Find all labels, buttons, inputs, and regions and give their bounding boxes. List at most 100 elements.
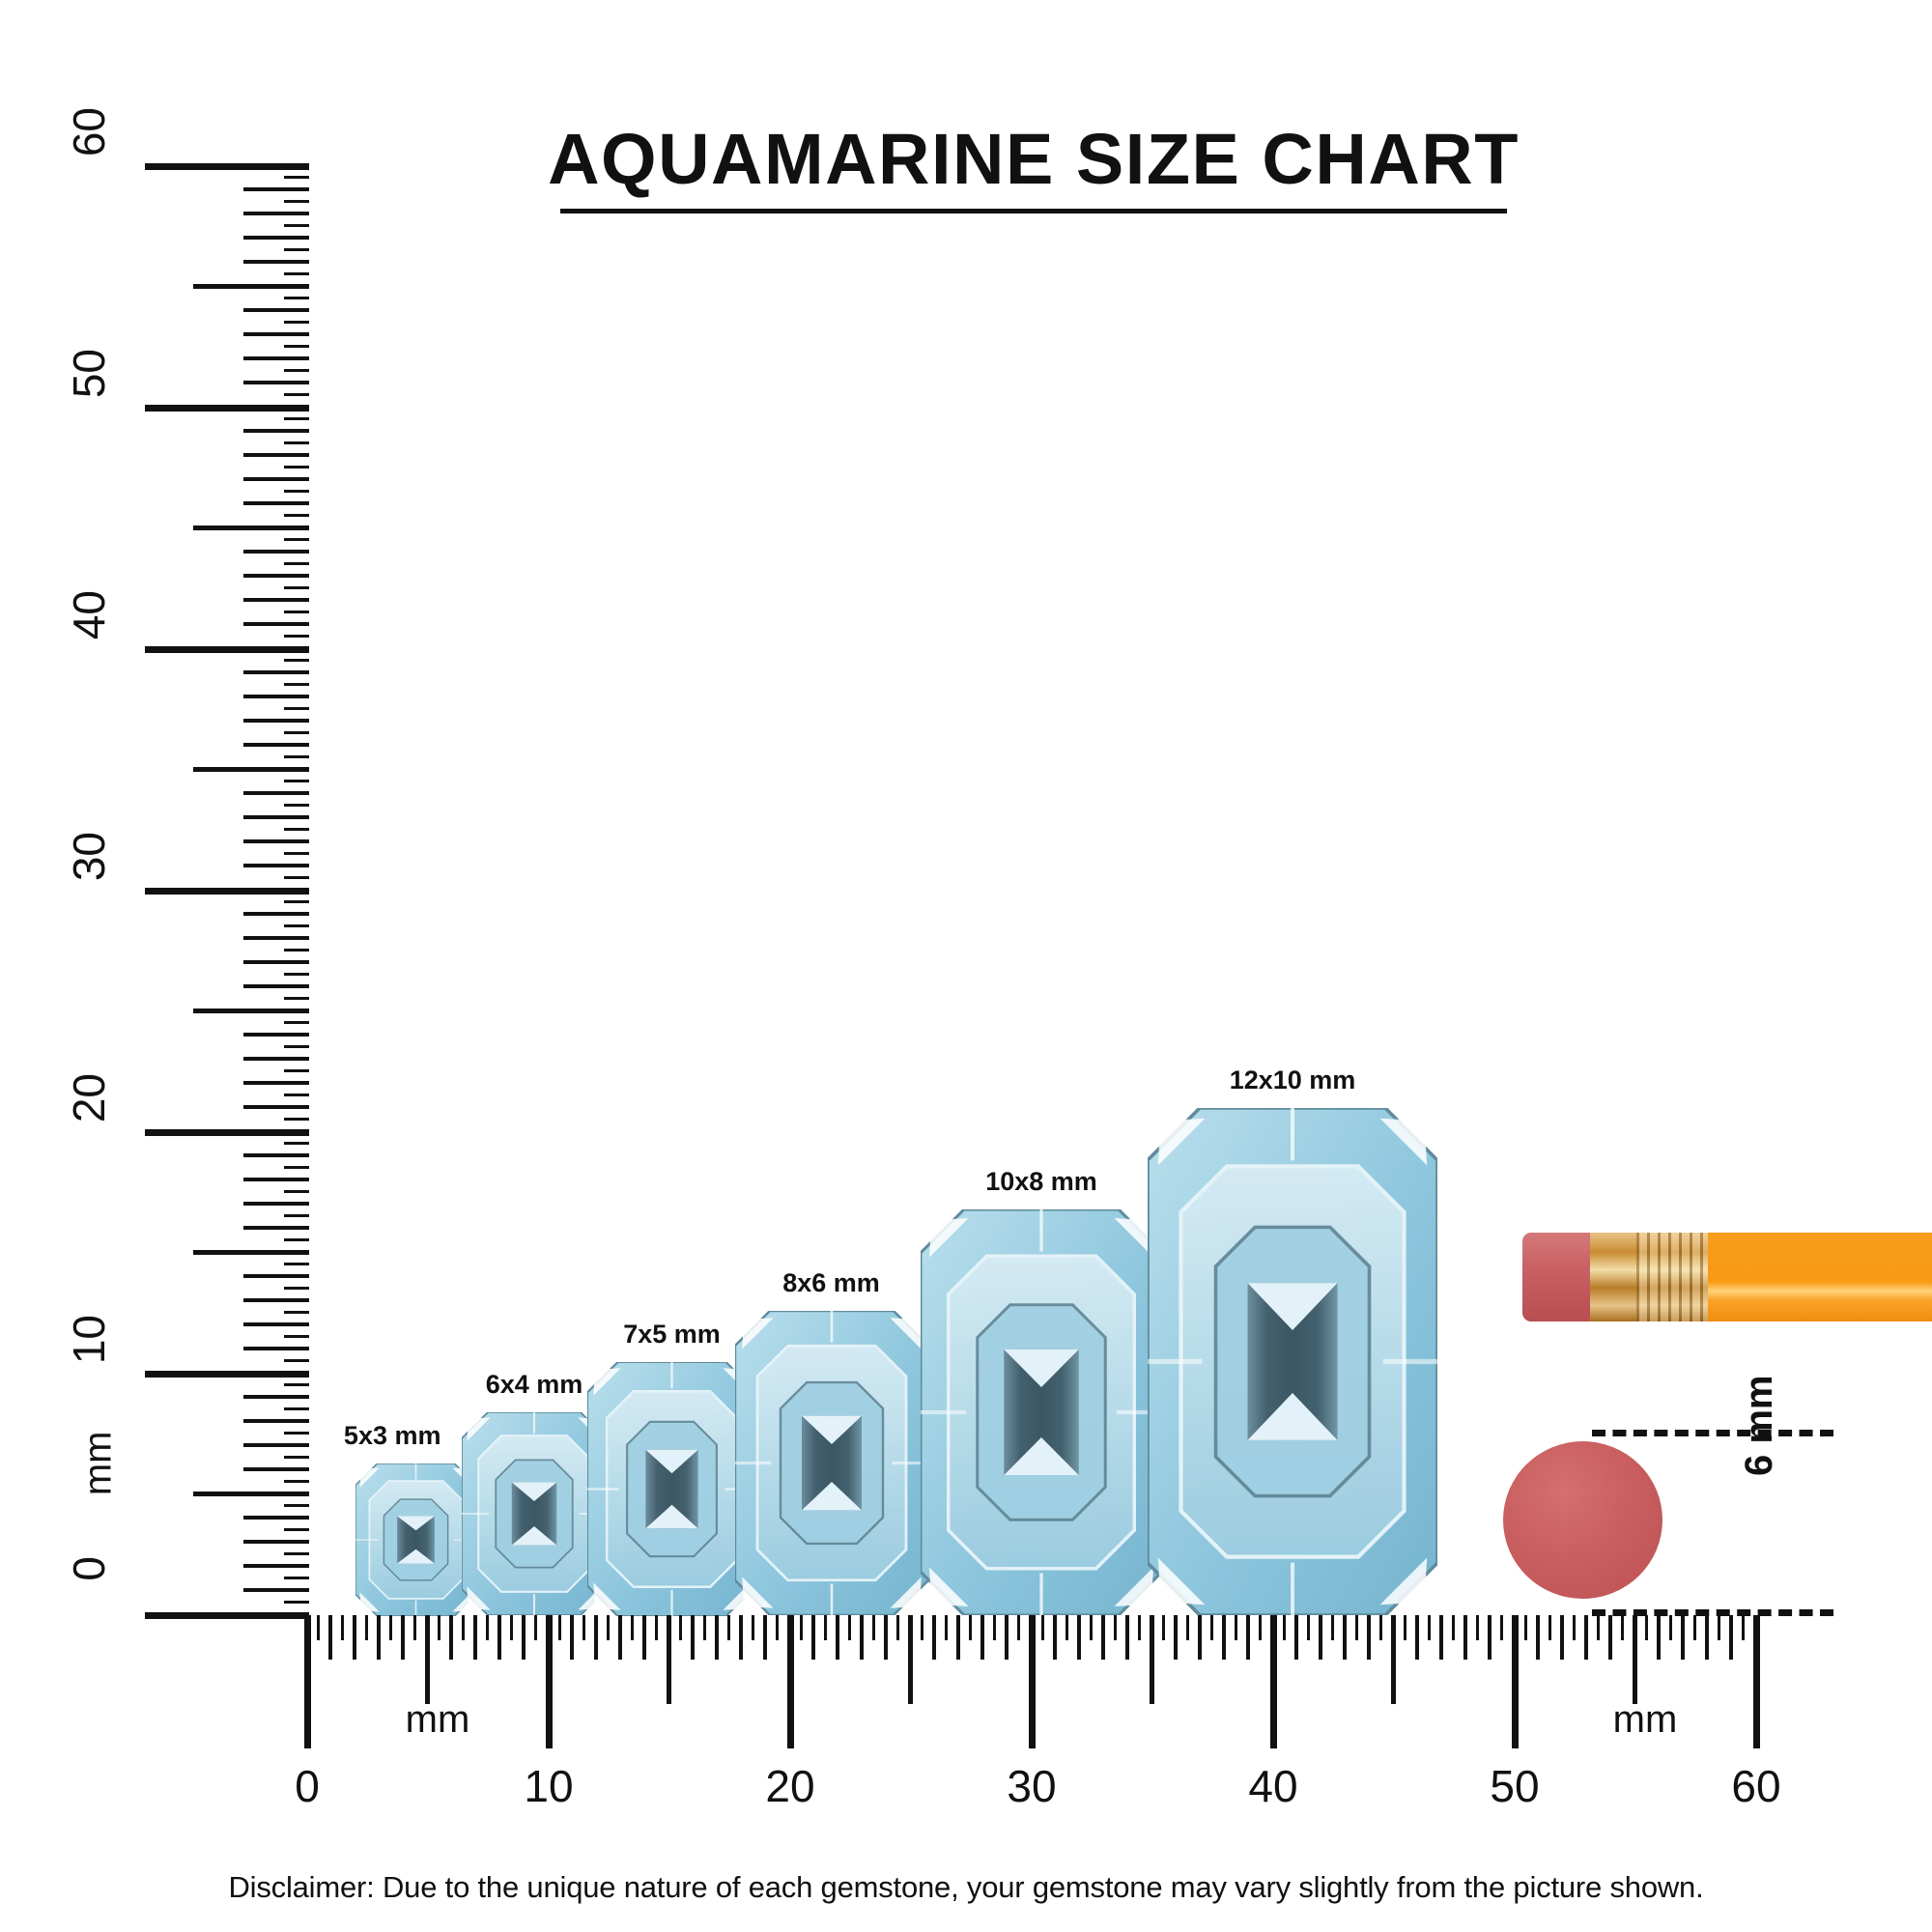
hruler-tick-tiny (1572, 1615, 1576, 1640)
hruler-tick-minor (594, 1615, 598, 1660)
gem-sparkle-tr (1114, 1218, 1153, 1258)
gemstone-item[interactable]: 7x5 mm (585, 1320, 758, 1617)
hruler-tick-tiny (968, 1615, 972, 1640)
vruler-tick-minor (243, 1081, 309, 1085)
gemstone-item[interactable]: 8x6 mm (733, 1268, 929, 1617)
gem-table-facet-bottom (1004, 1437, 1079, 1476)
hruler-tick-tiny (1499, 1615, 1503, 1640)
vruler-tick-tiny (284, 875, 309, 879)
gemstone-image (585, 1360, 758, 1617)
gemstone-item[interactable]: 12x10 mm (1146, 1065, 1439, 1617)
gem-emerald-svg (1146, 1106, 1439, 1617)
vruler-tick-tiny (284, 247, 309, 251)
gemstone-size-label: 7x5 mm (623, 1319, 721, 1349)
hruler-tick-tiny (1209, 1615, 1213, 1640)
hruler-tick-tiny (437, 1615, 440, 1640)
pencil-eraser-tip (1522, 1233, 1594, 1321)
vruler-tick-tiny (284, 1213, 309, 1217)
gem-table-facet-top (1004, 1349, 1079, 1387)
vruler-tick-tiny (284, 827, 309, 831)
eraser-dimension-label: 6 mm (1738, 1375, 1780, 1477)
vruler-tick-minor (243, 1564, 309, 1568)
hruler-tick-minor (884, 1615, 888, 1660)
vruler-tick-minor (243, 1540, 309, 1544)
hruler-tick-tiny (1065, 1615, 1068, 1640)
gemstone-item[interactable]: 6x4 mm (461, 1370, 608, 1616)
hruler-tick-major (787, 1615, 794, 1748)
hruler-tick-tiny (485, 1615, 489, 1640)
hruler-tick-mid (1150, 1615, 1154, 1704)
vruler-tick-minor (243, 839, 309, 843)
hruler-tick-minor (763, 1615, 767, 1660)
gem-sparkle-bl (929, 1567, 969, 1606)
vruler-tick-major (145, 405, 309, 412)
vruler-tick-minor (243, 187, 309, 191)
hruler-label: 20 (765, 1761, 815, 1811)
hruler-label: 60 (1731, 1761, 1781, 1811)
gem-table-facet-bottom (801, 1482, 862, 1511)
hruler-tick-minor (473, 1615, 477, 1660)
gemstone-item[interactable]: 10x8 mm (919, 1167, 1164, 1617)
vruler-tick-minor (243, 1419, 309, 1423)
hruler-tick-tiny (678, 1615, 682, 1640)
hruler-tick-minor (1536, 1615, 1540, 1660)
hruler-tick-minor (1174, 1615, 1178, 1660)
hruler-tick-minor (522, 1615, 526, 1660)
gem-emerald-svg (733, 1309, 929, 1617)
vruler-tick-minor (243, 477, 309, 481)
hruler-tick-tiny (1282, 1615, 1286, 1640)
gemstone-size-label: 10x8 mm (985, 1167, 1097, 1196)
gem-emerald-svg (919, 1208, 1164, 1617)
hruler-label: 30 (1007, 1761, 1057, 1811)
hruler-tick-minor (642, 1615, 646, 1660)
hruler-tick-minor (739, 1615, 743, 1660)
hruler-tick-tiny (1644, 1615, 1648, 1640)
vruler-tick-tiny (284, 899, 309, 903)
hruler-tick-minor (1319, 1615, 1322, 1660)
vruler-tick-minor (243, 381, 309, 384)
gem-table-facet-top (511, 1482, 557, 1501)
gem-sparkle-tl (593, 1367, 621, 1396)
vruler-tick-tiny (284, 1576, 309, 1579)
vruler-tick-tiny (284, 1406, 309, 1410)
vruler-tick-minor (243, 598, 309, 602)
gem-sparkle-tl (1157, 1118, 1206, 1166)
vruler-tick-minor (243, 212, 309, 215)
hruler-tick-tiny (1354, 1615, 1358, 1640)
vruler-tick-tiny (284, 1334, 309, 1338)
vruler-tick-tiny (284, 923, 309, 927)
hruler-tick-tiny (726, 1615, 730, 1640)
hruler-tick-tiny (1620, 1615, 1624, 1640)
hruler-tick-major (546, 1615, 553, 1748)
vruler-tick-minor (243, 1443, 309, 1447)
hruler-tick-tiny (388, 1615, 392, 1640)
vruler-tick-minor (243, 501, 309, 505)
vruler-tick-tiny (284, 706, 309, 710)
vruler-tick-tiny (284, 1044, 309, 1048)
vruler-tick-minor (243, 453, 309, 457)
vruler-tick-tiny (284, 1431, 309, 1435)
gemstone-item[interactable]: 5x3 mm (344, 1421, 477, 1617)
hruler-tick-tiny (1161, 1615, 1165, 1640)
hruler-label: 40 (1248, 1761, 1298, 1811)
hruler-tick-minor (1343, 1615, 1347, 1660)
vruler-tick-minor (243, 356, 309, 360)
vruler-tick-minor (243, 1274, 309, 1278)
title-underline (560, 209, 1507, 213)
hruler-tick-major (304, 1615, 311, 1748)
hruler-tick-tiny (1378, 1615, 1382, 1640)
vruler-tick-tiny (284, 440, 309, 444)
vruler-tick-tiny (284, 1020, 309, 1024)
vruler-tick-tiny (284, 1068, 309, 1072)
hruler-tick-minor (377, 1615, 381, 1660)
vruler-tick-tiny (284, 803, 309, 807)
gem-table-facet-top (397, 1516, 435, 1530)
hruler-tick-minor (1367, 1615, 1371, 1660)
hruler-tick-minor (497, 1615, 501, 1660)
hruler-tick-minor (618, 1615, 622, 1660)
hruler-tick-minor (1077, 1615, 1081, 1660)
gem-emerald-svg (585, 1360, 758, 1617)
page-title-group: AQUAMARINE SIZE CHART (541, 124, 1526, 213)
vruler-tick-tiny (284, 368, 309, 372)
